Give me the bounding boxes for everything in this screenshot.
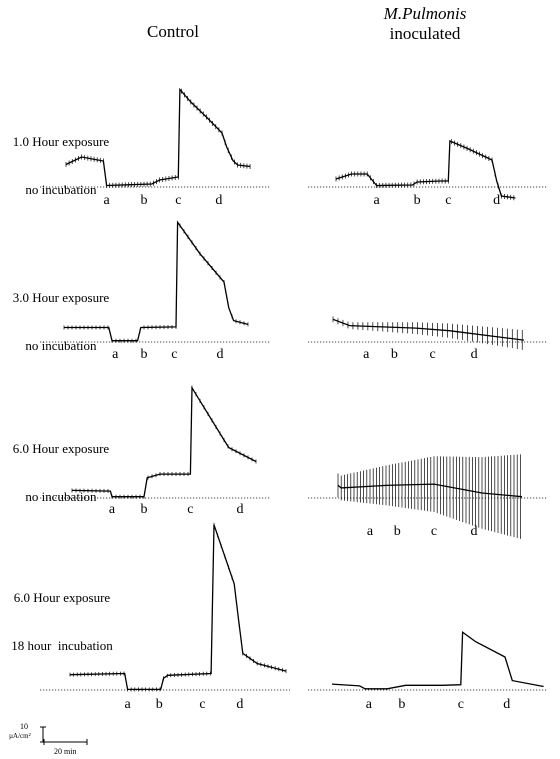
- marker-label-c: c: [199, 697, 205, 712]
- current-trace: [64, 220, 249, 342]
- column-header-control-text: Control: [147, 22, 199, 41]
- column-header-control: Control: [118, 22, 228, 42]
- marker-label-b: b: [141, 502, 148, 517]
- marker-label-b: b: [141, 193, 148, 208]
- column-header-inoculated-line2: inoculated: [389, 24, 461, 43]
- marker-label-b: b: [394, 524, 401, 539]
- row-label-4-line2: 18 hour incubation: [11, 638, 113, 653]
- marker-label-c: c: [171, 347, 177, 362]
- row-label-2: 3.0 Hour exposure no incubation: [2, 258, 120, 370]
- current-trace: [331, 630, 544, 690]
- panels: a b c d a b c d a b c d a b c d a b c d a b c d a b c d a b c d: [40, 87, 548, 712]
- row-label-2-line2: no incubation: [25, 338, 97, 353]
- row-label-1: 1.0 Hour exposure no incubation: [2, 102, 120, 214]
- current-trace: [332, 318, 524, 341]
- trace-panel-6: a b c d: [308, 454, 548, 539]
- current-trace: [71, 385, 257, 498]
- trace-panel-4: a b c d: [308, 316, 548, 362]
- marker-label-b: b: [398, 697, 405, 712]
- trace-panel-3: a b c d: [40, 220, 270, 362]
- marker-label-c: c: [458, 697, 464, 712]
- marker-label-c: c: [175, 193, 181, 208]
- current-trace: [65, 87, 251, 187]
- marker-label-d: d: [503, 697, 510, 712]
- marker-label-b: b: [141, 347, 148, 362]
- marker-label-d: d: [471, 347, 478, 362]
- scale-bar-y-value: 10: [20, 722, 28, 731]
- marker-label-a: a: [124, 697, 131, 712]
- marker-label-b: b: [156, 697, 163, 712]
- marker-label-d: d: [236, 697, 243, 712]
- column-header-inoculated: M.Pulmonis inoculated: [365, 4, 485, 44]
- marker-label-c: c: [429, 347, 435, 362]
- marker-label-b: b: [414, 193, 421, 208]
- trace-panel-5: a b c d: [40, 385, 270, 517]
- marker-label-c: c: [431, 524, 437, 539]
- marker-label-a: a: [112, 347, 119, 362]
- marker-label-c: c: [445, 193, 451, 208]
- row-label-3: 6.0 Hour exposure no incubation: [2, 409, 120, 521]
- row-label-1-line1: 1.0 Hour exposure: [12, 134, 110, 149]
- trace-panel-2: a b c d: [308, 139, 548, 208]
- marker-label-d: d: [237, 502, 244, 517]
- marker-label-a: a: [103, 193, 110, 208]
- row-label-3-line2: no incubation: [25, 489, 97, 504]
- current-trace: [335, 140, 516, 199]
- marker-label-d: d: [493, 193, 500, 208]
- current-trace: [69, 524, 287, 691]
- trace-panel-1: a b c d: [40, 87, 270, 208]
- row-label-4-line1: 6.0 Hour exposure: [13, 590, 111, 605]
- marker-label-a: a: [366, 697, 373, 712]
- marker-label-c: c: [187, 502, 193, 517]
- marker-label-d: d: [471, 524, 478, 539]
- marker-label-a: a: [367, 524, 374, 539]
- marker-label-a: a: [373, 193, 380, 208]
- row-label-3-line1: 6.0 Hour exposure: [12, 441, 110, 456]
- row-label-2-line1: 3.0 Hour exposure: [12, 290, 110, 305]
- column-header-inoculated-line1: M.Pulmonis: [383, 4, 467, 23]
- scale-bar-y-unit: µA/cm²: [9, 732, 31, 740]
- trace-panel-7: a b c d: [40, 522, 290, 712]
- trace-panel-8: a b c d: [308, 630, 548, 712]
- marker-label-d: d: [215, 193, 222, 208]
- marker-label-d: d: [217, 347, 224, 362]
- scale-bar-x-label: 20 min: [54, 747, 76, 756]
- marker-label-a: a: [109, 502, 116, 517]
- scale-bar: [40, 726, 88, 745]
- current-trace: [337, 483, 523, 498]
- row-label-4: 6.0 Hour exposure 18 hour incubation: [2, 558, 122, 670]
- marker-label-a: a: [363, 347, 370, 362]
- marker-label-b: b: [391, 347, 398, 362]
- row-label-1-line2: no incubation: [25, 182, 97, 197]
